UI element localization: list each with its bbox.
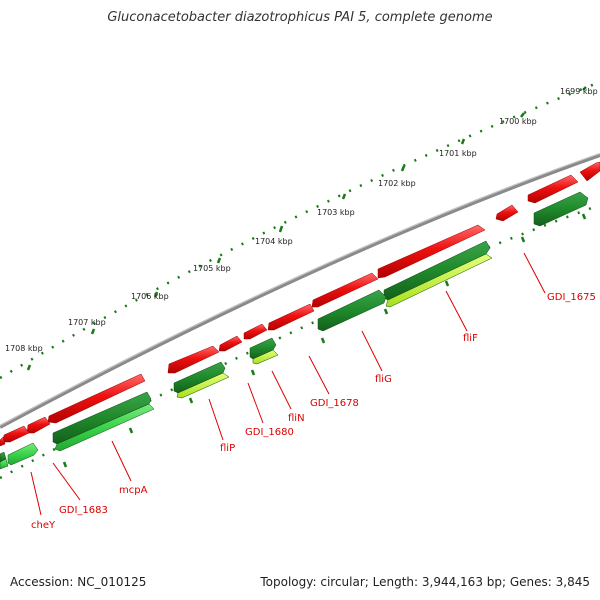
- scale-tick: [400, 165, 406, 172]
- scale-label-1706: 1706 kbp: [131, 292, 169, 301]
- gene-arrow[interactable]: [311, 272, 379, 308]
- inner-scale-ring: [0, 203, 600, 480]
- leader-line: [271, 370, 292, 410]
- gene-arrow[interactable]: [26, 416, 51, 434]
- scale-label-1705: 1705 kbp: [193, 264, 231, 273]
- scale-label-1708: 1708 kbp: [5, 344, 43, 353]
- leader-line: [523, 252, 546, 294]
- scale-labels: 1699 kbp 1700 kbp 1701 kbp 1702 kbp 1703…: [5, 87, 598, 353]
- scale-label-1699: 1699 kbp: [560, 87, 598, 96]
- scale-label-1707: 1707 kbp: [68, 318, 106, 327]
- gene-label-flig[interactable]: fliG: [375, 374, 392, 385]
- gene-arrow[interactable]: [527, 174, 579, 204]
- inner-scale-tick: [444, 280, 450, 287]
- gene-arrow[interactable]: [243, 323, 268, 340]
- accession-text: Accession: NC_010125: [10, 575, 147, 589]
- inner-scale-tick: [320, 337, 326, 344]
- gene-arrow[interactable]: [2, 425, 30, 443]
- gene-arrow[interactable]: [533, 191, 589, 227]
- leader-line: [247, 382, 264, 424]
- gene-label-flif[interactable]: fliF: [463, 333, 478, 344]
- gene-label-gdi-1680[interactable]: GDI_1680: [245, 427, 294, 438]
- gene-label-gdi-1683[interactable]: GDI_1683: [59, 505, 108, 516]
- scale-tick: [520, 112, 525, 118]
- genome-backbone-highlight: [0, 153, 600, 426]
- inner-scale-tick: [188, 397, 194, 404]
- forward-genes: [0, 161, 600, 447]
- genome-summary-text: Topology: circular; Length: 3,944,163 bp…: [260, 575, 590, 589]
- gene-arrow[interactable]: [385, 253, 493, 308]
- gene-label-leaders: [30, 252, 546, 516]
- scale-label-1703: 1703 kbp: [317, 208, 355, 217]
- scale-tick: [278, 225, 284, 233]
- genome-backbone: [0, 153, 600, 429]
- scale-label-1701: 1701 kbp: [439, 149, 477, 158]
- scale-tick: [26, 364, 32, 371]
- gene-arrow[interactable]: [495, 204, 519, 222]
- gene-label-gdi-1675[interactable]: GDI_1675: [547, 292, 596, 303]
- scale-tick: [153, 291, 159, 298]
- scale-tick: [90, 328, 96, 335]
- leader-line: [308, 355, 330, 395]
- gene-arrow[interactable]: [579, 161, 600, 182]
- gene-arrow[interactable]: [252, 349, 279, 365]
- gene-arrow[interactable]: [7, 442, 39, 466]
- leader-line: [445, 290, 468, 332]
- scale-label-1700: 1700 kbp: [499, 117, 537, 126]
- gene-label-mcpa[interactable]: mcpA: [119, 485, 148, 496]
- gene-label-flip[interactable]: fliP: [220, 443, 235, 454]
- scale-ring: [0, 80, 600, 380]
- scale-label-1704: 1704 kbp: [255, 237, 293, 246]
- gene-arrow[interactable]: [176, 372, 230, 399]
- gene-arrow[interactable]: [218, 335, 243, 352]
- gene-arrow[interactable]: [54, 403, 155, 452]
- scale-tick: [216, 257, 222, 264]
- gene-arrow[interactable]: [0, 458, 9, 470]
- inner-scale-ticks: [62, 213, 587, 468]
- leader-line: [111, 440, 132, 482]
- inner-scale-tick: [383, 308, 389, 315]
- inner-scale-tick: [128, 427, 134, 434]
- gene-label-chey[interactable]: cheY: [31, 520, 56, 531]
- scale-tick: [460, 138, 466, 145]
- leader-line: [361, 330, 383, 372]
- gene-label-gdi-1678[interactable]: GDI_1678: [310, 398, 359, 409]
- scale-tick: [582, 86, 587, 91]
- inner-scale-tick: [520, 236, 526, 243]
- leader-line: [208, 398, 224, 441]
- reverse-genes: [0, 191, 589, 470]
- gene-arrow[interactable]: [47, 373, 146, 424]
- gene-arrow[interactable]: [317, 289, 387, 332]
- gene-arrow[interactable]: [0, 436, 6, 447]
- scale-major-ticks: [26, 86, 587, 371]
- gene-arrow[interactable]: [167, 345, 220, 374]
- gene-arrow[interactable]: [267, 303, 315, 331]
- scale-tick: [341, 193, 347, 200]
- gene-labels: GDI_1675 fliF fliG GDI_1678 fliN GDI_168…: [31, 292, 596, 531]
- map-title: Gluconacetobacter diazotrophicus PAI 5, …: [107, 10, 493, 25]
- scale-label-1702: 1702 kbp: [378, 179, 416, 188]
- leader-line: [52, 462, 81, 501]
- gene-arrow[interactable]: [377, 224, 486, 279]
- gene-label-flin[interactable]: fliN: [288, 413, 305, 424]
- inner-scale-tick: [62, 461, 68, 468]
- inner-scale-tick: [250, 369, 256, 376]
- leader-line: [30, 471, 42, 516]
- inner-scale-tick: [581, 213, 587, 220]
